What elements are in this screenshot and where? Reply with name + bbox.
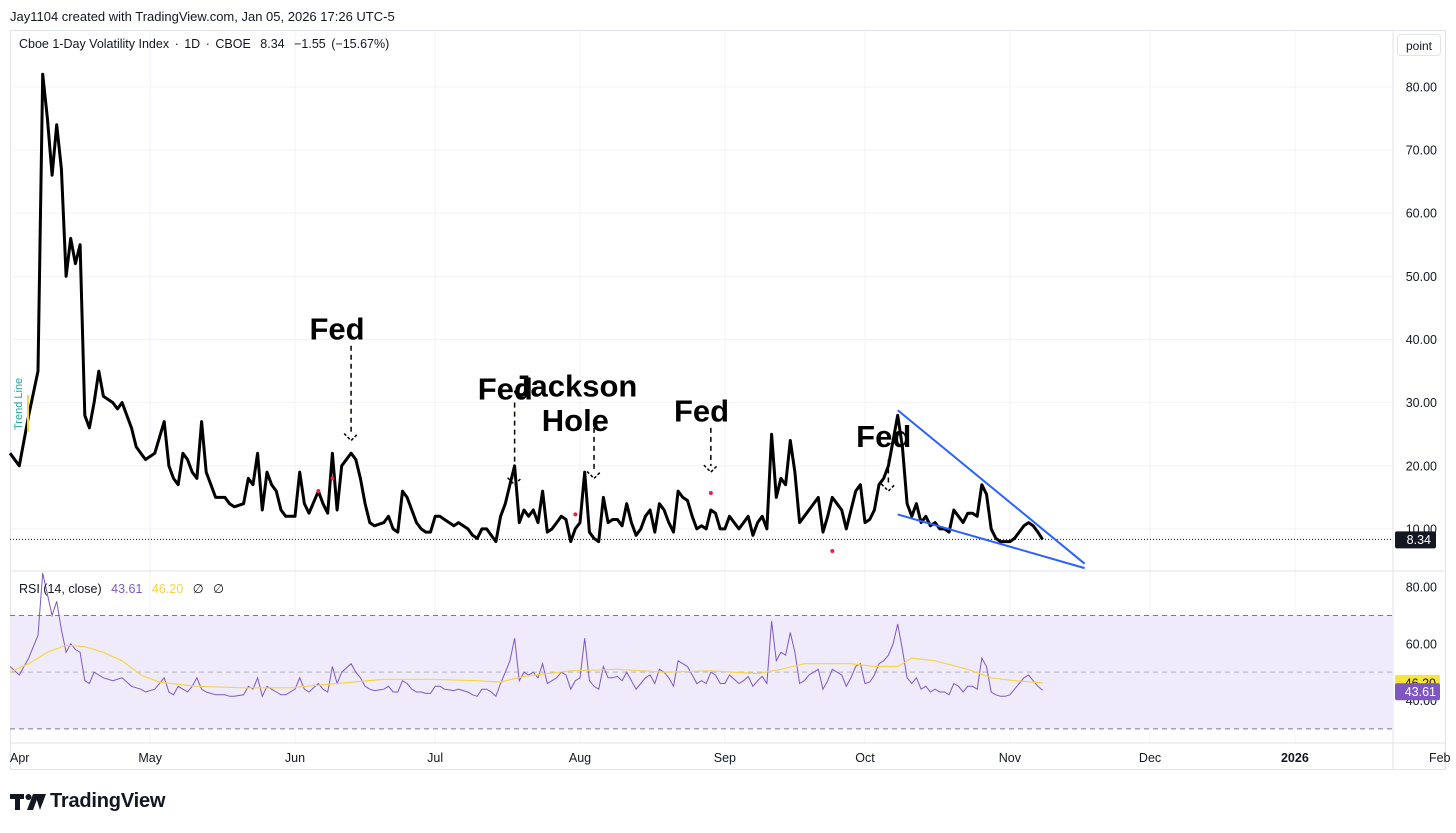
price-unit-button[interactable]: point: [1397, 34, 1441, 56]
wedge-trendline-0: [897, 409, 1086, 565]
time-tick-label: Nov: [999, 751, 1022, 765]
price-tick-label: 70.00: [1406, 144, 1437, 158]
chart-frame: [10, 30, 1446, 770]
legend-change-pct: (−15.67%): [331, 37, 390, 51]
price-tick-label: 60.00: [1406, 207, 1437, 221]
brand-name: TradingView: [50, 790, 166, 812]
annotation-label: Fed: [309, 311, 364, 346]
symbol-exchange: CBOE: [215, 37, 251, 51]
chart-caption: Jay1104 created with TradingView.com, Ja…: [10, 9, 395, 24]
time-tick-label: Dec: [1139, 751, 1161, 765]
price-tick-label: 50.00: [1406, 270, 1437, 284]
symbol-name: Cboe 1-Day Volatility Index: [19, 37, 170, 51]
rsi-label: RSI (14, close): [19, 582, 102, 596]
rsi-tick-label: 80.00: [1406, 581, 1437, 595]
symbol-interval: 1D: [184, 37, 201, 51]
rsi-tag-label: 43.61: [1405, 685, 1436, 699]
rsi-ma-line: [9, 644, 1043, 689]
event-marker-1: [330, 476, 335, 481]
time-tick-label: Jun: [285, 751, 305, 765]
price-tick-label: 40.00: [1406, 333, 1437, 347]
event-arrow-head-1: [507, 477, 523, 486]
axis-layer: 80.0070.0060.0050.0040.0030.0020.0010.00…: [10, 80, 1451, 765]
time-tick-label: Apr: [10, 751, 29, 765]
event-marker-4: [830, 549, 835, 554]
rsi-legend[interactable]: RSI (14, close) 43.61 46.20 ∅ ∅: [19, 581, 224, 596]
annotation-label: Hole: [542, 403, 609, 438]
time-tick-label: May: [138, 751, 162, 765]
rsi-tick-label: 60.00: [1406, 637, 1437, 651]
time-tick-label: Aug: [569, 751, 591, 765]
rsi-value: 43.61: [111, 582, 143, 596]
last-price-tag: [1395, 531, 1436, 549]
symbol-legend[interactable]: Cboe 1-Day Volatility Index · 1D · CBOE …: [19, 37, 390, 51]
rsi-na-1: ∅: [192, 582, 204, 596]
annotation-label: Jackson: [513, 368, 637, 403]
rsi-ma-value: 46.20: [151, 582, 184, 596]
time-tick-label: 2026: [1281, 751, 1309, 765]
rsi-tag: [1395, 683, 1440, 701]
legend-change: −1.55: [294, 37, 326, 51]
tradingview-logo[interactable]: TradingView: [10, 790, 165, 813]
price-tick-label: 30.00: [1406, 396, 1437, 410]
time-tick-label: Jul: [427, 751, 443, 765]
event-marker-3: [708, 490, 713, 495]
event-marker-2: [573, 512, 578, 517]
price-tick-label: 20.00: [1406, 459, 1437, 473]
trend-line-side-label: Trend Line: [13, 378, 25, 430]
rsi-band-layer: [10, 615, 1393, 730]
series-layer: [8, 72, 1393, 698]
time-tick-label: Oct: [855, 751, 875, 765]
annotation-label: Fed: [478, 371, 533, 406]
price-tick-label: 80.00: [1406, 80, 1437, 94]
rsi-na-2: ∅: [213, 582, 224, 596]
vix1d-price-line: [8, 72, 1044, 544]
rsi-line: [9, 572, 1043, 698]
tradingview-logo-icon: [10, 793, 46, 810]
time-tick-label: Sep: [714, 751, 736, 765]
wedge-trendline-1: [897, 513, 1085, 570]
annotation-label: Fed: [856, 419, 911, 454]
last-price-tag-label: 8.34: [1407, 533, 1431, 547]
time-tick-label: Feb: [1429, 751, 1451, 765]
event-arrow-head-3: [703, 464, 719, 474]
legend-last: 8.34: [260, 37, 285, 51]
event-arrow-head-4: [880, 483, 896, 493]
event-arrow-head-2: [586, 470, 602, 480]
event-arrow-head-0: [343, 432, 359, 442]
annotation-label: Fed: [674, 394, 729, 429]
event-marker-0: [316, 489, 321, 494]
